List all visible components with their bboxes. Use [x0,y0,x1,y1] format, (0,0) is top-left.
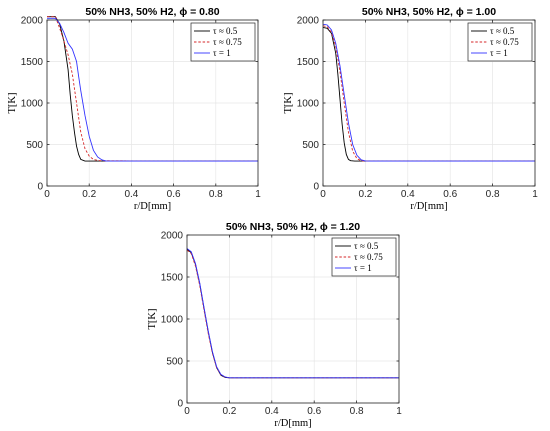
x-tick-label: 0.4 [401,189,415,200]
legend-box [190,22,256,62]
legend-label-2: τ ≈ 0.75 [213,37,242,47]
y-tick-label: 2000 [21,16,44,27]
x-tick-label: 0.6 [443,189,457,200]
y-tick-label: 500 [26,140,43,151]
x-tick-label: 0 [44,189,50,200]
legend-label-3: τ = 1 [490,48,508,58]
series-line-3 [47,17,258,162]
y-tick-label: 1500 [297,57,320,68]
y-tick-label: 500 [302,140,319,151]
legend-label-1: τ ≈ 0.5 [354,241,379,251]
y-tick-label: 2000 [161,231,184,242]
y-tick-label: 2000 [297,16,320,27]
x-tick-label: 0.6 [307,406,321,417]
x-axis-label: r/D[mm] [410,201,447,212]
x-tick-label: 0.8 [209,189,223,200]
series-line-3 [186,248,399,379]
series-line-1 [47,16,258,162]
x-tick-label: 1 [532,189,538,200]
x-tick-label: 1 [396,406,402,417]
chart-panel-1: 0 0.2 0.4 0.6 0.8 1 0 500 1000 1500 2000 50% NH3, 5… [7,6,261,212]
chart-title: 50% NH3, 50% H2, ϕ = 1.20 [226,221,360,233]
chart-panel-2: 0 0.2 0.4 0.6 0.8 1 0 500 1000 1500 2000 50% NH3, 5… [283,6,538,212]
legend-label-2: τ ≈ 0.75 [490,37,519,47]
legend: τ ≈ 0.5τ ≈ 0.75τ = 1 [190,22,256,62]
legend-box [467,22,533,62]
chart-title: 50% NH3, 50% H2, ϕ = 1.00 [362,6,496,18]
chart-title: 50% NH3, 50% H2, ϕ = 0.80 [85,6,219,18]
chart-panel-3: 0 0.2 0.4 0.6 0.8 1 0 500 1000 1500 2000 50% NH3, 5… [147,221,402,429]
x-tick-label: 1 [255,189,261,200]
y-axis-label: T[K] [7,93,18,114]
legend-label-2: τ ≈ 0.75 [354,252,383,262]
series-line-2 [322,25,535,162]
x-tick-label: 0.4 [124,189,138,200]
legend-label-1: τ ≈ 0.5 [213,26,238,36]
y-tick-label: 1000 [297,99,320,110]
y-axis-label: T[K] [283,93,294,114]
x-tick-label: 0.2 [222,406,236,417]
x-tick-label: 0.6 [167,189,181,200]
legend-label-3: τ = 1 [213,48,231,58]
series-line-2 [47,16,258,162]
x-tick-label: 0.2 [82,189,96,200]
y-tick-label: 1500 [161,273,184,284]
legend-box [331,237,397,277]
y-tick-label: 1000 [161,315,184,326]
x-tick-label: 0 [320,189,326,200]
y-axis-label: T[K] [147,309,158,330]
x-tick-label: 0.2 [358,189,372,200]
x-axis-label: r/D[mm] [134,201,171,212]
y-tick-label: 0 [313,182,319,193]
legend-label-1: τ ≈ 0.5 [490,26,515,36]
y-tick-label: 1000 [21,99,44,110]
x-tick-label: 0.8 [486,189,500,200]
x-tick-label: 0.4 [265,406,279,417]
y-tick-label: 500 [166,357,183,368]
x-axis-label: r/D[mm] [274,418,311,429]
legend: τ ≈ 0.5τ ≈ 0.75τ = 1 [467,22,533,62]
y-tick-label: 1500 [21,57,44,68]
x-tick-label: 0 [184,406,190,417]
legend-label-3: τ = 1 [354,263,372,273]
legend: τ ≈ 0.5τ ≈ 0.75τ = 1 [331,237,397,277]
x-tick-label: 0.8 [350,406,364,417]
y-tick-label: 0 [37,182,43,193]
series-line-3 [322,23,535,162]
y-tick-label: 0 [177,399,183,410]
